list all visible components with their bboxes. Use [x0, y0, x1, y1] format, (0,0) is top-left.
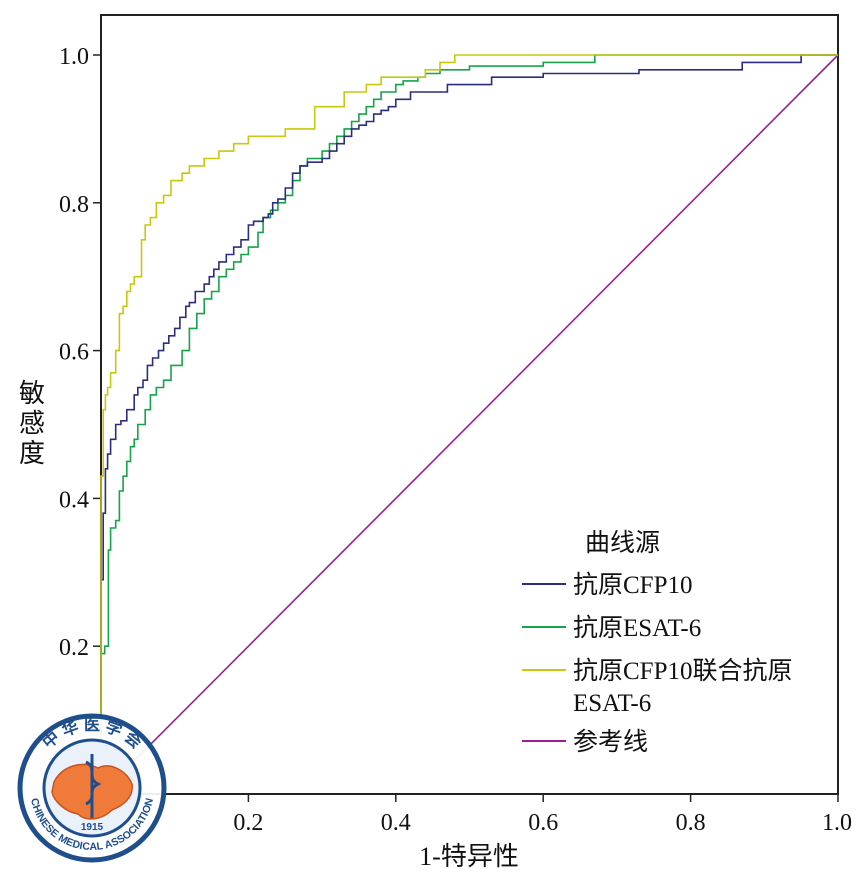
- x-tick-label: 0.8: [676, 810, 706, 836]
- x-tick-label: 0.4: [381, 810, 411, 836]
- legend-label: 抗原ESAT-6: [573, 614, 701, 642]
- legend-title: 曲线源: [585, 529, 660, 557]
- legend-label: 参考线: [573, 728, 648, 756]
- y-tick-label: 0.4: [59, 487, 89, 513]
- plot-frame: [100, 14, 839, 795]
- y-tick-label: 0.8: [59, 192, 89, 218]
- x-tick-label: 0.6: [528, 810, 558, 836]
- cma-seal-logo: 中 华 医 学 会 CHINESE MEDICAL ASSOCIATION 19…: [17, 713, 167, 863]
- x-tick-label: 0.2: [233, 810, 263, 836]
- y-axis-label: 敏感度: [19, 379, 45, 468]
- y-axis-label-char: 度: [19, 439, 45, 468]
- series-line-0: [100, 54, 838, 794]
- seal-staff-icon: [85, 754, 102, 818]
- legend-label: 抗原CFP10: [573, 571, 692, 599]
- legend-label: ESAT-6: [573, 690, 651, 717]
- y-tick-label: 1.0: [59, 44, 89, 70]
- seal-year: 1915: [81, 822, 104, 833]
- legend-label: 抗原CFP10联合抗原: [573, 657, 792, 685]
- y-tick-label: 0.6: [59, 340, 89, 366]
- x-axis-label: 1-特异性: [419, 842, 519, 871]
- y-axis-label-char: 敏: [19, 379, 45, 408]
- legend: 曲线源 抗原CFP10 抗原ESAT-6 抗原CFP10联合抗原 ESAT-6 参考线: [522, 529, 792, 756]
- series-line-1: [100, 54, 838, 794]
- series-line-3: [100, 54, 839, 795]
- y-tick-label: 0.2: [59, 635, 89, 661]
- x-tick-label: 1.0: [822, 810, 852, 836]
- series-layer: [100, 54, 839, 795]
- y-axis-label-char: 感: [19, 409, 45, 438]
- series-line-2: [100, 54, 838, 794]
